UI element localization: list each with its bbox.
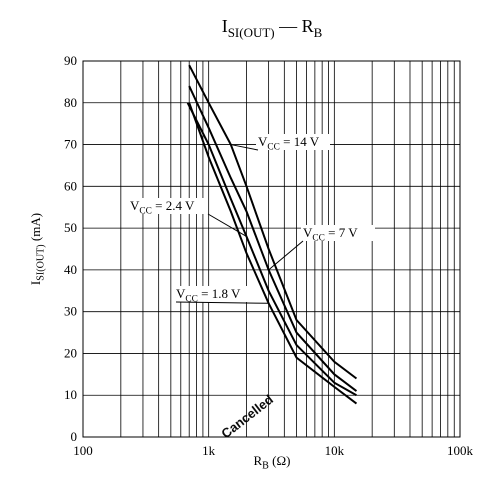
y-axis-label: ISI(OUT) (mA) [28, 213, 47, 285]
series-label-part: CC [185, 294, 197, 304]
series-label-part: = 7 V [325, 225, 358, 240]
series-label: VCC = 7 V [303, 225, 358, 243]
annotation-bg [301, 225, 375, 241]
annotation-bg [174, 286, 248, 302]
series-line [188, 102, 358, 405]
y-tick-label: 80 [64, 95, 77, 110]
leader-line [207, 213, 247, 237]
series-label-part: = 14 V [280, 134, 320, 149]
y-tick-label: 60 [64, 178, 77, 193]
y-tick-label: 90 [64, 53, 77, 68]
series-label-part: V [176, 286, 186, 301]
title-part: R [302, 16, 314, 36]
annotation-bg [128, 198, 208, 214]
chart-title: ISI(OUT) — RB [222, 16, 323, 40]
series-label-part: V [303, 225, 313, 240]
series-label: VCC = 14 V [258, 134, 320, 152]
x-axis-label-part: B [262, 461, 269, 472]
y-axis-label-part: SI(OUT) [36, 244, 47, 280]
x-axis-label-part: R [254, 453, 263, 468]
x-tick-label: 100 [73, 443, 93, 458]
y-tick-label: 40 [64, 262, 77, 277]
x-tick-label: 10k [325, 443, 345, 458]
series-line [188, 64, 358, 380]
y-tick-label: 50 [64, 220, 77, 235]
watermark: Cancelled [218, 392, 276, 442]
y-tick-label: 10 [64, 387, 77, 402]
series-label-part: V [130, 198, 140, 213]
series-label: VCC = 1.8 V [176, 286, 241, 304]
x-axis-label-part: (Ω) [269, 453, 291, 468]
x-tick-label: 100k [447, 443, 474, 458]
plot-frame [82, 60, 461, 438]
y-axis-label-part: (mA) [28, 213, 43, 244]
leader-line [230, 144, 259, 151]
title-part: B [314, 25, 323, 40]
y-tick-label: 70 [64, 137, 77, 152]
series-label-part: = 1.8 V [198, 286, 241, 301]
series-label-part: CC [139, 206, 151, 216]
series-label-part: CC [312, 233, 324, 243]
title-part: SI(OUT) [228, 25, 275, 40]
leader-line [268, 240, 304, 271]
x-axis-label: RB (Ω) [254, 453, 291, 472]
y-tick-label: 0 [71, 429, 78, 444]
series-line [188, 85, 358, 392]
y-tick-label: 20 [64, 345, 77, 360]
title-part: I [222, 16, 228, 36]
leader-line [175, 301, 269, 304]
series-line [186, 102, 357, 397]
y-axis-label-part: I [28, 281, 43, 285]
y-tick-label: 30 [64, 304, 77, 319]
series-label-part: = 2.4 V [152, 198, 195, 213]
annotation-bg [256, 134, 330, 150]
series-label: VCC = 2.4 V [130, 198, 195, 216]
x-tick-label: 1k [202, 443, 216, 458]
series-label-part: V [258, 134, 268, 149]
series-label-part: CC [267, 142, 279, 152]
title-part: — [275, 16, 302, 36]
